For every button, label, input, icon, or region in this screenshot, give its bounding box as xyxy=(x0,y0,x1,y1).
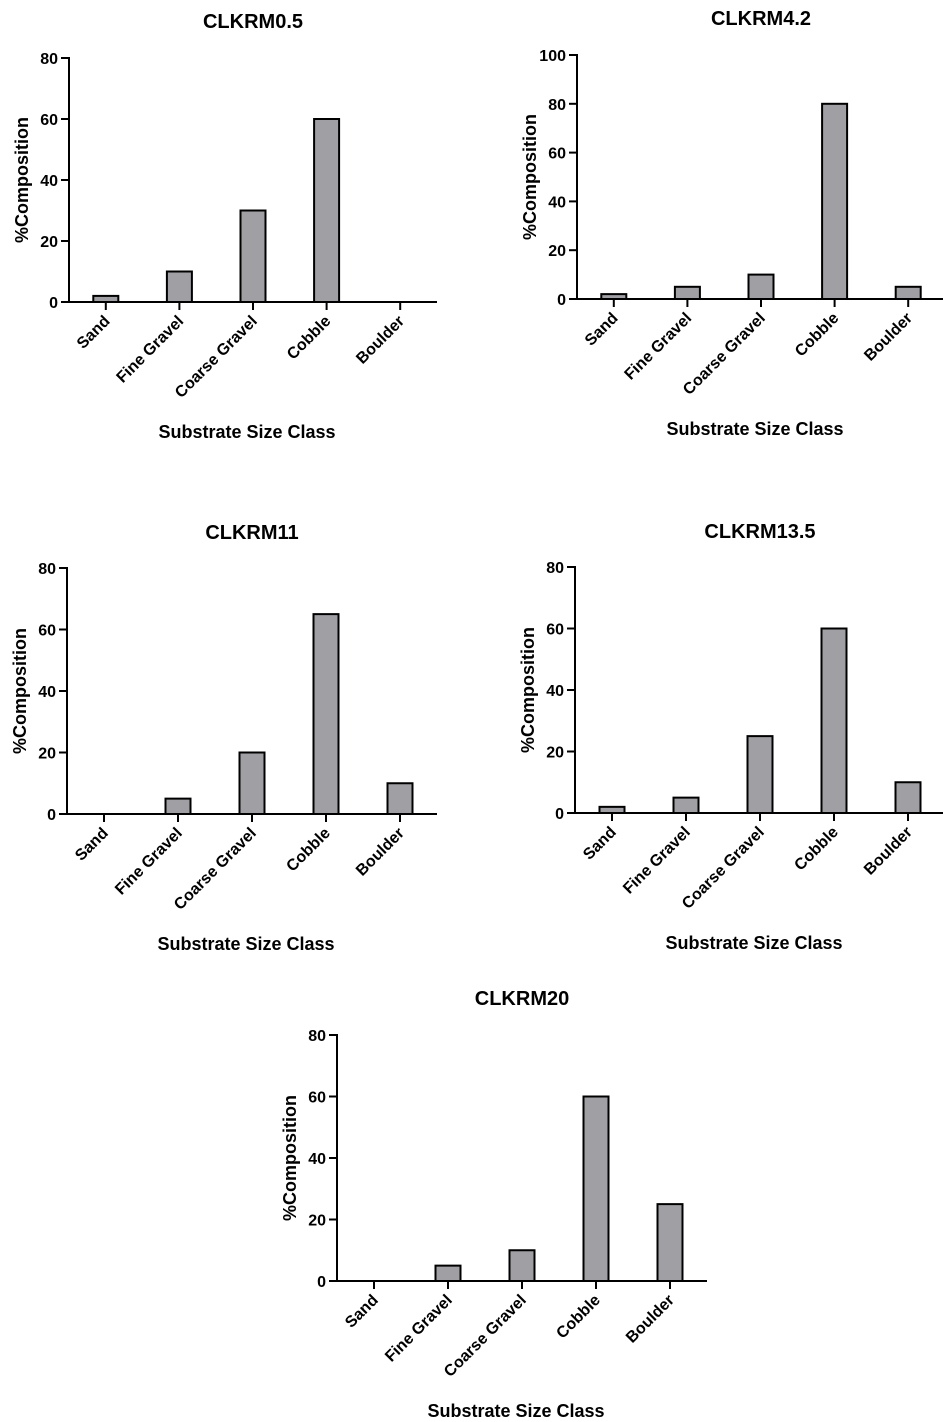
y-tick-label: 80 xyxy=(546,560,564,577)
y-tick-label: 40 xyxy=(40,173,58,190)
bar xyxy=(598,805,626,814)
x-tick-label: Boulder xyxy=(353,313,408,368)
x-tick-label: Fine Gravel xyxy=(112,825,186,899)
bar xyxy=(386,782,414,815)
chart-title: CLKRM0.5 xyxy=(203,11,303,33)
y-axis-label: %Composition xyxy=(520,114,540,240)
x-tick-label: Sand xyxy=(582,310,622,350)
y-tick-label: 20 xyxy=(40,234,58,251)
bar xyxy=(820,627,848,814)
bar xyxy=(821,102,849,300)
x-tick-label: Sand xyxy=(74,313,114,353)
bar xyxy=(508,1249,536,1282)
x-axis-label: Substrate Size Class xyxy=(666,419,843,439)
x-tick-label: Boulder xyxy=(353,825,408,880)
bar xyxy=(894,285,922,300)
y-tick-label: 20 xyxy=(546,745,564,762)
bar xyxy=(656,1203,684,1282)
x-axis-label: Substrate Size Class xyxy=(158,422,335,442)
y-axis-label: %Composition xyxy=(10,628,30,754)
y-tick-label: 20 xyxy=(38,746,56,763)
bar xyxy=(313,118,341,303)
y-tick-label: 80 xyxy=(40,51,58,68)
bar xyxy=(672,796,700,814)
y-axis-label: %Composition xyxy=(280,1095,300,1221)
x-tick-label: Cobble xyxy=(792,310,842,360)
chart-title: CLKRM20 xyxy=(475,988,569,1010)
chart-title: CLKRM4.2 xyxy=(711,8,811,30)
x-tick-label: Cobble xyxy=(553,1292,603,1342)
bar xyxy=(312,613,340,815)
bar xyxy=(239,209,267,303)
y-tick-label: 20 xyxy=(308,1213,326,1230)
y-tick-label: 80 xyxy=(308,1028,326,1045)
bar xyxy=(582,1095,610,1282)
bar xyxy=(747,273,775,301)
bar xyxy=(164,797,192,815)
x-tick-label: Fine Gravel xyxy=(382,1292,456,1366)
x-tick-label: Sand xyxy=(342,1292,382,1332)
x-tick-label: Cobble xyxy=(284,313,334,363)
y-tick-label: 60 xyxy=(546,622,564,639)
bar xyxy=(92,294,120,303)
bar xyxy=(434,1264,462,1282)
y-tick-label: 100 xyxy=(539,48,566,65)
y-tick-label: 60 xyxy=(308,1090,326,1107)
y-tick-label: 0 xyxy=(49,295,58,312)
chart-title: CLKRM11 xyxy=(205,522,298,544)
y-tick-label: 20 xyxy=(548,243,566,260)
y-axis-label: %Composition xyxy=(12,117,32,243)
x-tick-label: Boulder xyxy=(861,824,916,879)
y-tick-label: 40 xyxy=(548,194,566,211)
x-tick-label: Sand xyxy=(580,824,620,864)
x-tick-label: Fine Gravel xyxy=(620,824,694,898)
y-tick-label: 60 xyxy=(548,146,566,163)
x-axis-label: Substrate Size Class xyxy=(665,933,842,953)
chart-title: CLKRM13.5 xyxy=(704,521,815,543)
x-axis-label: Substrate Size Class xyxy=(427,1401,604,1421)
y-tick-label: 0 xyxy=(555,806,564,823)
y-tick-label: 0 xyxy=(317,1274,326,1291)
y-tick-label: 60 xyxy=(38,623,56,640)
bar xyxy=(894,781,922,814)
x-tick-label: Fine Gravel xyxy=(622,310,696,384)
x-tick-label: Cobble xyxy=(791,824,841,874)
bar xyxy=(600,293,628,300)
y-tick-label: 80 xyxy=(38,561,56,578)
y-tick-label: 0 xyxy=(47,807,56,824)
bar xyxy=(673,285,701,300)
x-tick-label: Boulder xyxy=(623,1292,678,1347)
x-tick-label: Sand xyxy=(72,825,112,865)
x-tick-label: Cobble xyxy=(283,825,333,875)
y-tick-label: 40 xyxy=(546,683,564,700)
y-tick-label: 40 xyxy=(38,684,56,701)
y-tick-label: 80 xyxy=(548,97,566,114)
y-tick-label: 40 xyxy=(308,1151,326,1168)
bar xyxy=(238,751,266,815)
x-tick-label: Boulder xyxy=(861,310,916,365)
bar xyxy=(746,735,774,814)
y-axis-label: %Composition xyxy=(518,627,538,753)
y-tick-label: 0 xyxy=(557,292,566,309)
x-axis-label: Substrate Size Class xyxy=(157,934,334,954)
bar xyxy=(165,270,193,303)
y-tick-label: 60 xyxy=(40,112,58,129)
x-tick-label: Fine Gravel xyxy=(114,313,188,387)
